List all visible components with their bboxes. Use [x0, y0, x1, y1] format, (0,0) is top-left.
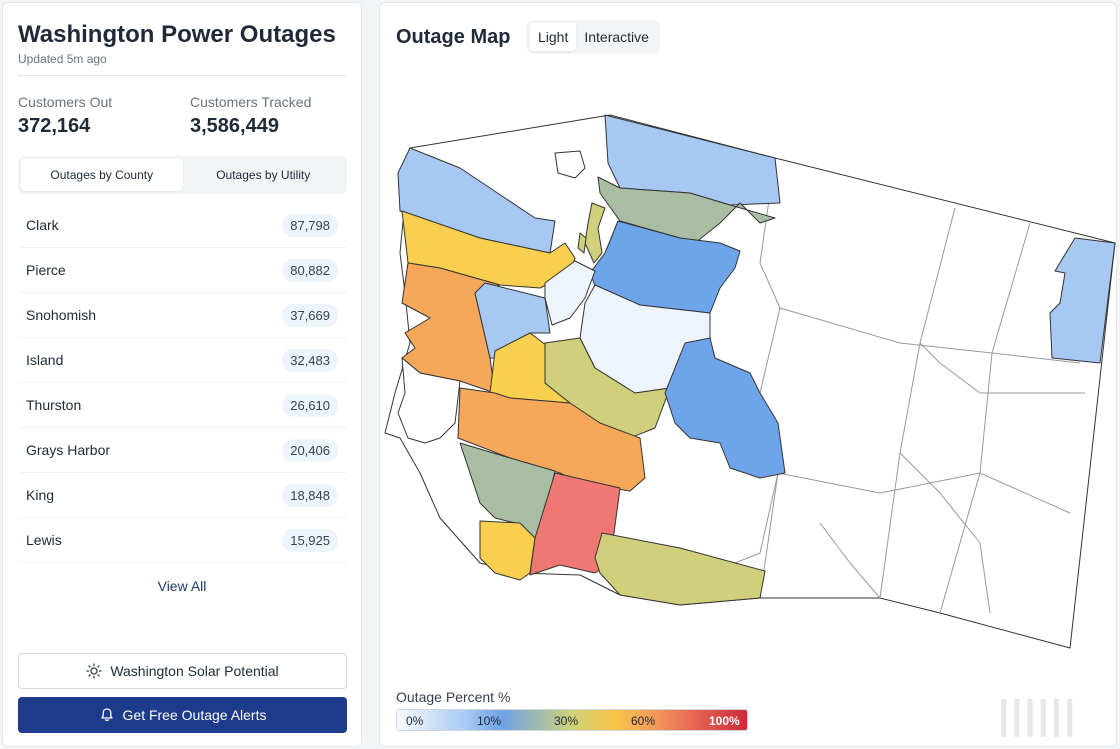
- outage-tabs: Outages by County Outages by Utility: [18, 156, 347, 194]
- map-mode-tabs: Light Interactive: [527, 20, 660, 54]
- county-kitsap[interactable]: [544, 260, 596, 326]
- county-pend-oreille[interactable]: [1049, 237, 1116, 364]
- map-panel: Outage Map Light Interactive: [379, 2, 1117, 747]
- county-name: Thurston: [26, 397, 82, 413]
- tab-outages-by-county[interactable]: Outages by County: [21, 159, 183, 191]
- county-name: Snohomish: [26, 307, 97, 323]
- legend-tick: 60%: [631, 714, 656, 728]
- county-name: Grays Harbor: [26, 442, 111, 458]
- county-skagit[interactable]: [597, 176, 776, 244]
- list-item[interactable]: Snohomish 37,669: [18, 293, 346, 338]
- tab-interactive[interactable]: Interactive: [576, 23, 657, 51]
- outage-count-badge: 32,483: [282, 348, 338, 372]
- customers-out-label: Customers Out: [18, 94, 113, 110]
- solar-potential-button[interactable]: Washington Solar Potential: [18, 653, 347, 689]
- county-name: Island: [26, 352, 64, 368]
- county-name: King: [26, 487, 55, 503]
- divider: [18, 75, 346, 76]
- list-item[interactable]: Clark 87,798: [18, 203, 346, 248]
- county-clark[interactable]: [479, 520, 536, 581]
- legend-title: Outage Percent %: [396, 689, 511, 705]
- view-all-link[interactable]: View All: [157, 578, 207, 594]
- alert-button-label: Get Free Outage Alerts: [122, 707, 267, 723]
- county-boundary: [759, 157, 781, 599]
- outage-count-badge: 15,925: [282, 528, 338, 552]
- customers-out-value: 372,164: [18, 115, 91, 137]
- map-title: Outage Map: [396, 26, 511, 48]
- bell-icon: [100, 708, 113, 722]
- county-boundary: [779, 307, 1081, 364]
- outage-percent-legend: 0% 10% 30% 60% 100%: [396, 709, 748, 731]
- washington-county-map[interactable]: [380, 93, 1116, 663]
- outage-count-badge: 18,848: [282, 483, 338, 507]
- outage-count-badge: 37,669: [282, 303, 338, 327]
- county-pacific: [397, 357, 461, 444]
- sun-icon: [86, 663, 102, 679]
- sidebar-panel: Washington Power Outages Updated 5m ago …: [2, 2, 362, 747]
- list-item[interactable]: Lewis 15,925: [18, 518, 346, 563]
- tab-outages-by-utility[interactable]: Outages by Utility: [183, 159, 345, 191]
- legend-tick: 100%: [709, 714, 740, 728]
- county-boundary: [879, 207, 956, 599]
- county-san-juan: [554, 150, 586, 179]
- legend-tick: 0%: [406, 714, 424, 728]
- county-island[interactable]: [584, 202, 606, 264]
- list-item[interactable]: Grays Harbor 20,406: [18, 428, 346, 473]
- county-boundary: [899, 452, 991, 614]
- county-name: Lewis: [26, 532, 62, 548]
- county-name: Pierce: [26, 262, 66, 278]
- solar-button-label: Washington Solar Potential: [110, 663, 279, 679]
- list-item[interactable]: King 18,848: [18, 473, 346, 518]
- county-island[interactable]: [577, 232, 587, 254]
- outage-alerts-button[interactable]: Get Free Outage Alerts: [18, 697, 347, 733]
- county-boundary: [919, 342, 1085, 394]
- tab-light[interactable]: Light: [530, 23, 577, 51]
- list-item[interactable]: Island 32,483: [18, 338, 346, 383]
- county-name: Clark: [26, 217, 59, 233]
- county-pierce[interactable]: [544, 337, 671, 439]
- outage-count-badge: 26,610: [282, 393, 338, 417]
- customers-tracked-value: 3,586,449: [190, 115, 279, 137]
- outage-count-badge: 87,798: [282, 213, 338, 237]
- legend-tick: 30%: [554, 714, 579, 728]
- outage-count-badge: 80,882: [282, 258, 338, 282]
- page-title: Washington Power Outages: [18, 21, 336, 48]
- list-item[interactable]: Thurston 26,610: [18, 383, 346, 428]
- county-kittitas[interactable]: [664, 337, 786, 479]
- county-klickitat[interactable]: [594, 532, 766, 606]
- list-item[interactable]: Pierce 80,882: [18, 248, 346, 293]
- outage-count-badge: 20,406: [282, 438, 338, 462]
- county-boundary: [939, 222, 1031, 614]
- county-boundary: [819, 522, 881, 599]
- updated-timestamp: Updated 5m ago: [18, 52, 107, 66]
- watermark-logo: ||||||: [998, 693, 1078, 737]
- legend-tick: 10%: [477, 714, 502, 728]
- county-list: Clark 87,798 Pierce 80,882 Snohomish 37,…: [18, 203, 346, 563]
- customers-tracked-label: Customers Tracked: [190, 94, 312, 110]
